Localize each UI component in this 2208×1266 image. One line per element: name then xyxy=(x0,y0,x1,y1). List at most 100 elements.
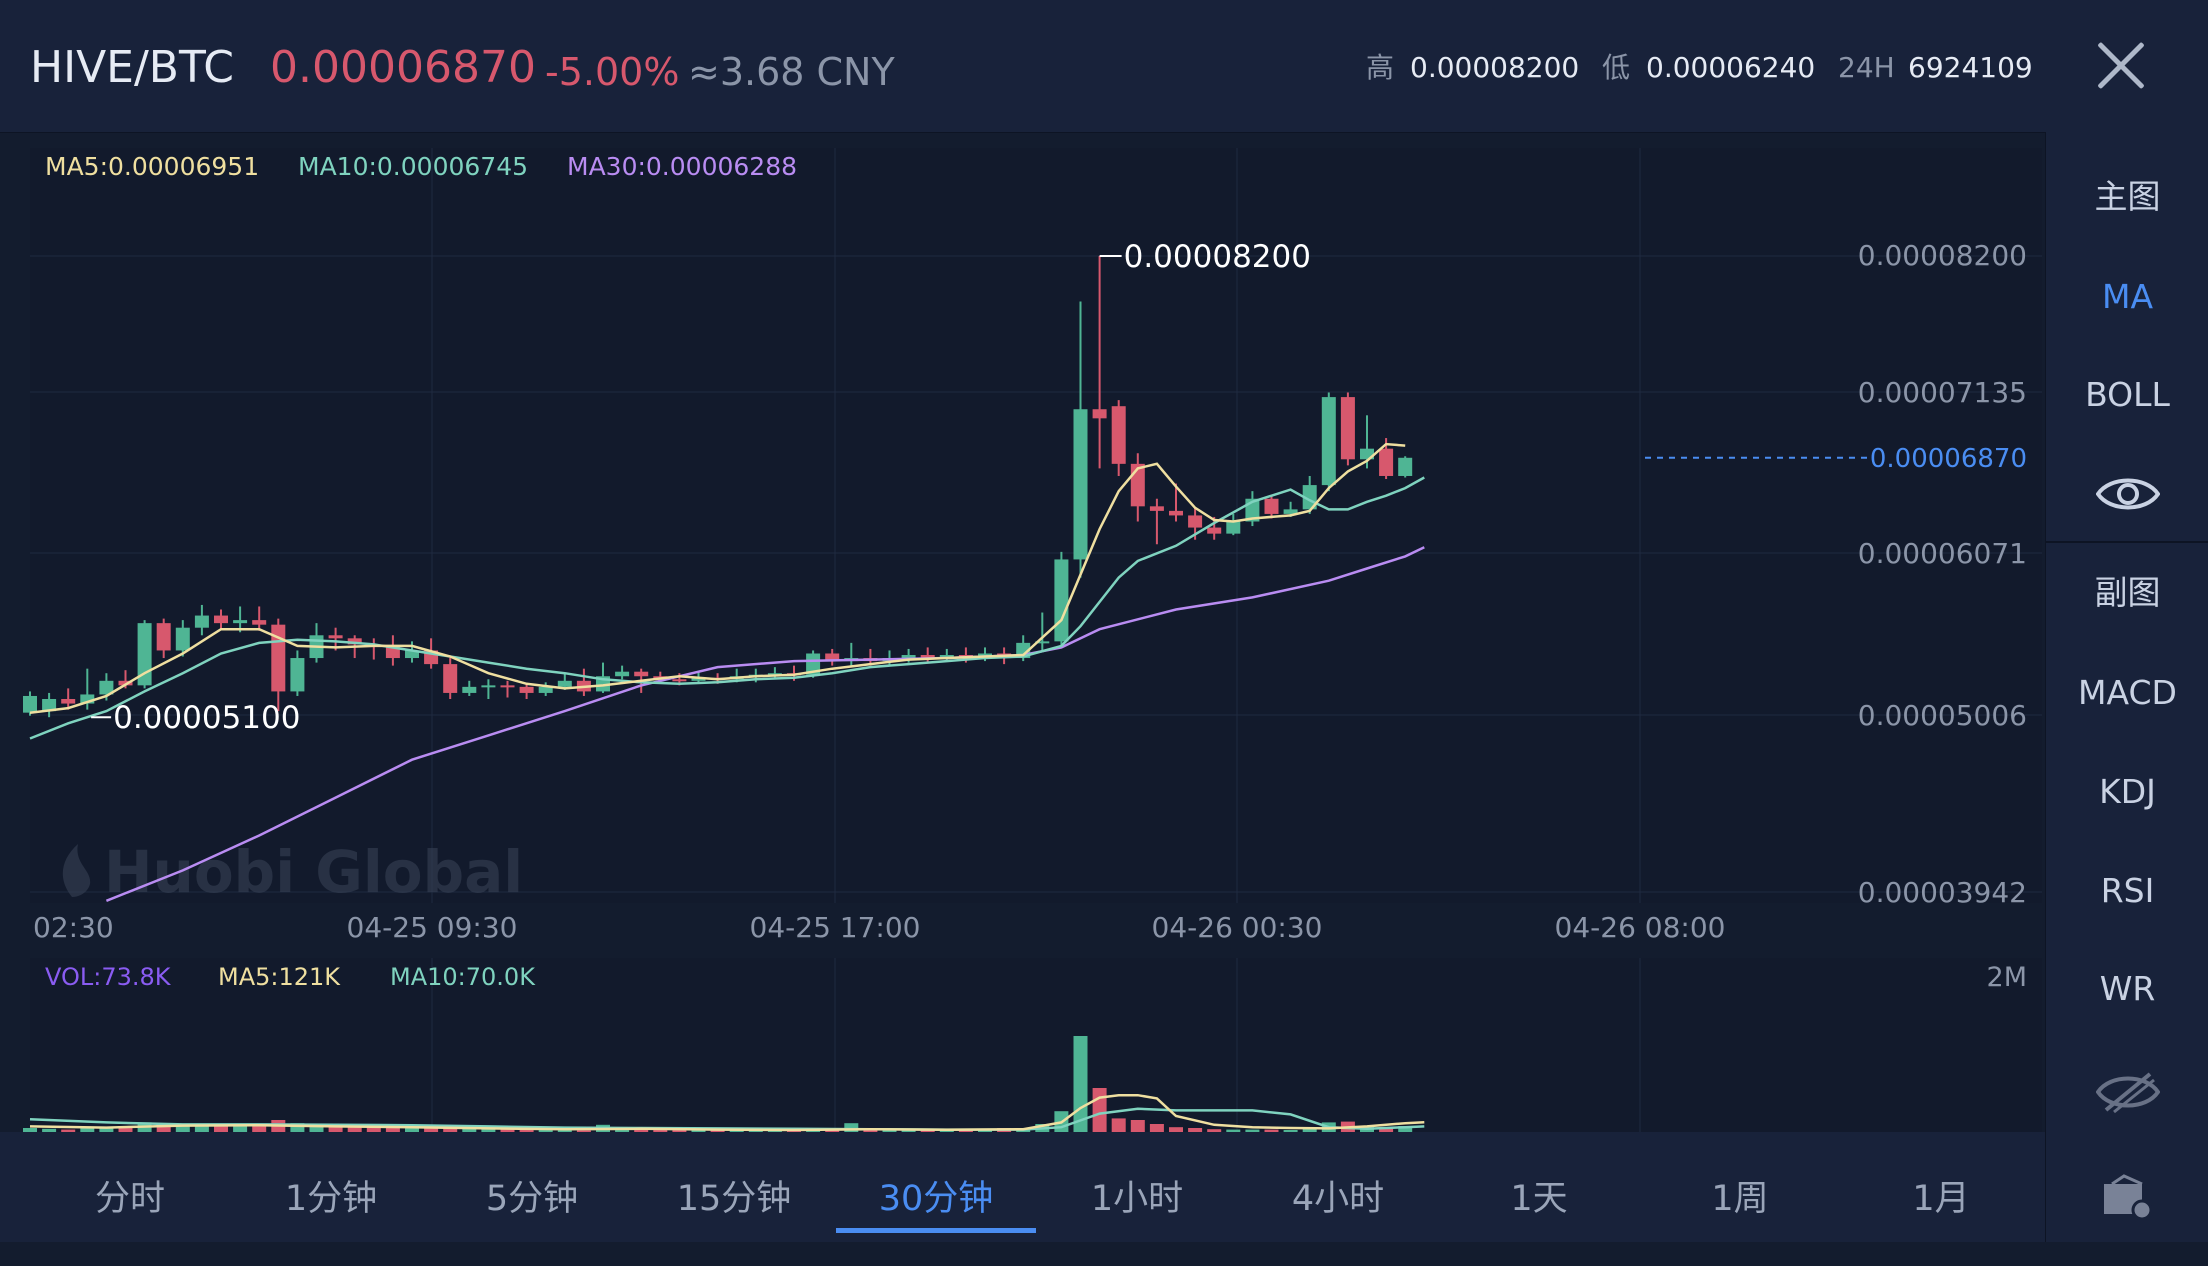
volume-bar xyxy=(1398,1126,1413,1132)
indicator-ma[interactable]: MA xyxy=(2101,277,2154,316)
volume-bar xyxy=(1245,1129,1260,1132)
candle-body xyxy=(405,650,419,659)
tab-1day[interactable]: 1天 xyxy=(1510,1179,1568,1219)
max-marker: 0.00008200 xyxy=(1124,239,1311,275)
legend-ma10: MA10:0.00006745 xyxy=(298,152,528,181)
time-tick: 04-26 00:30 xyxy=(1152,911,1323,944)
tab-1hour[interactable]: 1小时 xyxy=(1090,1179,1184,1219)
volume-bar xyxy=(729,1130,744,1133)
volume-bar xyxy=(1379,1127,1394,1132)
ma10-line xyxy=(29,476,1425,740)
candle-body xyxy=(290,658,305,692)
volume-bar xyxy=(23,1128,37,1132)
candle-body xyxy=(80,694,95,704)
tab-1min[interactable]: 1分钟 xyxy=(284,1179,378,1219)
volume-bar xyxy=(61,1129,76,1132)
price-tick: 0.00008200 xyxy=(1858,239,2027,272)
watermark: Huobi Global xyxy=(62,838,523,906)
high-label: 高 xyxy=(1366,51,1395,84)
volume-bar xyxy=(1302,1128,1317,1132)
volume-bar xyxy=(385,1127,400,1132)
candle-body xyxy=(1264,498,1279,514)
volume-bar xyxy=(844,1123,859,1132)
eye-off-icon[interactable] xyxy=(2046,1062,2208,1122)
tab-5min[interactable]: 5分钟 xyxy=(485,1179,579,1219)
ticker-header: HIVE/BTC 0.00006870 -5.00% ≈3.68 CNY 高 0… xyxy=(0,0,2208,133)
candle-body xyxy=(99,680,114,695)
volume-bar xyxy=(194,1124,209,1132)
chart-settings-icon[interactable] xyxy=(2046,1168,2208,1228)
volume-pane xyxy=(30,958,2042,1132)
volume-bar xyxy=(958,1130,973,1133)
candle-body xyxy=(1149,506,1164,511)
candle-body xyxy=(920,655,935,659)
time-tick: 02:30 xyxy=(33,911,114,944)
volume-bar xyxy=(710,1130,725,1133)
volume-bar xyxy=(1092,1088,1107,1132)
kline-chart[interactable]: Huobi Global MA5:0.00006951 MA10:0.00006… xyxy=(0,132,2045,1133)
tab-4hour[interactable]: 4小时 xyxy=(1291,1179,1385,1219)
tab-1week[interactable]: 1周 xyxy=(1711,1179,1769,1219)
chart-canvas[interactable]: Huobi Global MA5:0.00006951 MA10:0.00006… xyxy=(0,132,2045,1133)
candle-body xyxy=(156,623,171,651)
candle-body xyxy=(23,695,37,713)
volume-bar xyxy=(576,1130,591,1133)
candle-body xyxy=(806,653,821,675)
volume-bar xyxy=(1283,1130,1298,1132)
volume-bar xyxy=(443,1127,458,1132)
interval-tabs: 分时 1分钟 5分钟 15分钟 30分钟 1小时 4小时 1天 1周 1月 xyxy=(0,1132,2045,1242)
volume-bar xyxy=(538,1130,553,1132)
volume-bar xyxy=(328,1127,343,1132)
watermark-text: Huobi Global xyxy=(104,838,523,906)
pair-name: HIVE/BTC xyxy=(30,42,234,93)
candle-body xyxy=(347,638,362,645)
time-tick: 04-25 17:00 xyxy=(750,911,921,944)
candle-body xyxy=(1207,527,1222,534)
cny-price: ≈3.68 CNY xyxy=(688,50,895,94)
volume-bar xyxy=(175,1124,190,1132)
vol-axis-max: 2M xyxy=(1987,962,2027,993)
flame-logo-icon xyxy=(62,844,91,897)
candle-body xyxy=(500,685,515,688)
candle-body xyxy=(481,685,496,688)
volume-bar xyxy=(1226,1129,1241,1132)
candle-body xyxy=(1073,409,1088,560)
eye-icon[interactable] xyxy=(2046,462,2208,522)
ma-lines xyxy=(29,442,1425,1132)
tab-15min[interactable]: 15分钟 xyxy=(676,1179,792,1219)
volume-bar xyxy=(1111,1118,1126,1132)
candle-body xyxy=(1398,457,1413,476)
legend-ma5: MA5:0.00006951 xyxy=(45,152,259,181)
indicator-rsi[interactable]: RSI xyxy=(2100,871,2155,910)
low-value: 0.00006240 xyxy=(1646,51,1816,84)
volume-bar xyxy=(863,1130,878,1133)
legend-ma30: MA30:0.00006288 xyxy=(567,152,797,181)
high-value: 0.00008200 xyxy=(1410,51,1580,84)
candle-body xyxy=(1340,397,1355,460)
indicator-wr[interactable]: WR xyxy=(2099,969,2156,1008)
main-pane xyxy=(30,148,2042,903)
candle-body xyxy=(42,699,57,712)
price-tick: 0.00005006 xyxy=(1858,699,2027,732)
indicator-boll[interactable]: BOLL xyxy=(2085,375,2170,414)
price-change: -5.00% xyxy=(545,50,680,94)
legend-vol-ma10: MA10:70.0K xyxy=(390,963,536,991)
volume-bar xyxy=(366,1126,381,1132)
tab-30min[interactable]: 30分钟 xyxy=(878,1179,994,1219)
candle-body xyxy=(901,655,916,659)
volume-bar xyxy=(1207,1129,1222,1132)
sub-chart-section: 副图 xyxy=(2094,573,2161,612)
tab-1month[interactable]: 1月 xyxy=(1912,1179,1970,1219)
volume-bar xyxy=(1149,1124,1164,1132)
candle-body xyxy=(443,664,458,693)
volume-bar xyxy=(424,1126,439,1132)
tab-timeline[interactable]: 分时 xyxy=(94,1179,165,1219)
indicator-macd[interactable]: MACD xyxy=(2078,673,2177,712)
main-chart-section: 主图 xyxy=(2094,177,2161,216)
candle-body xyxy=(328,635,343,639)
volume-bar xyxy=(1188,1128,1203,1132)
candle-body xyxy=(825,653,840,662)
candle-body xyxy=(233,620,248,624)
close-icon[interactable] xyxy=(2090,36,2150,96)
indicator-kdj[interactable]: KDJ xyxy=(2099,772,2156,811)
